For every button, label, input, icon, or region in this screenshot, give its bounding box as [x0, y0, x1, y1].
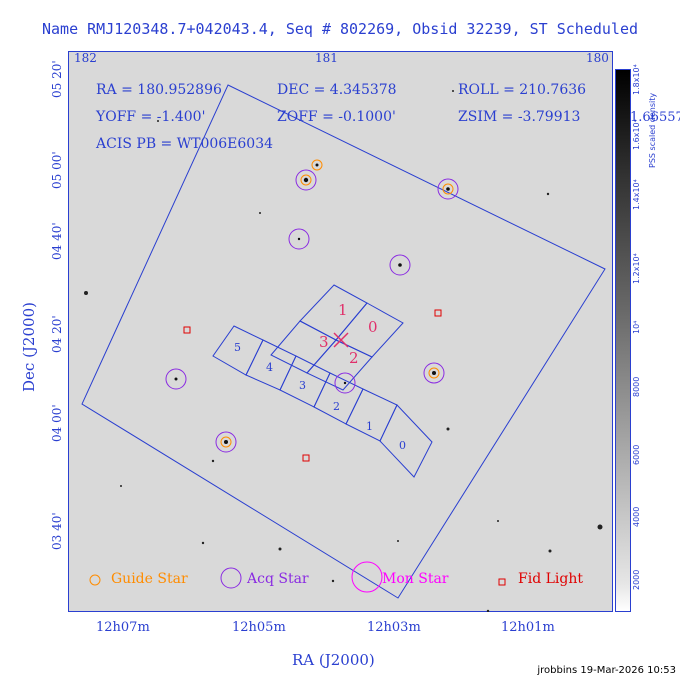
colorbar-label: PSS scaled density: [648, 92, 657, 168]
legend-mon-star: Mon Star: [382, 571, 449, 587]
colorbar-tick: 8000: [632, 376, 641, 397]
acq-star-legend-icon: [220, 567, 242, 589]
left-tick-label: 04 00': [50, 404, 64, 442]
colorbar-tick: 4000: [632, 506, 641, 527]
sky-field: 1 0 3 2 5 4 3 2 1 0: [81, 84, 606, 612]
x-axis-label: RA (J2000): [292, 651, 375, 669]
acq-stars: [165, 169, 459, 453]
top-tick-label: 180: [586, 51, 609, 65]
fid-lights: [183, 309, 442, 462]
info-ra: RA = 180.952896: [96, 82, 222, 98]
chip-label-i2: 2: [349, 349, 359, 367]
chip-label-i1: 1: [338, 301, 348, 319]
chip-label-s3: 3: [299, 379, 306, 392]
bottom-tick-label: 12h05m: [232, 620, 286, 635]
chip-label-s2: 2: [333, 400, 340, 413]
left-tick-label: 05 00': [50, 151, 64, 189]
y-axis-label: Dec (J2000): [20, 302, 38, 392]
chip-label-s0: 0: [399, 439, 406, 452]
colorbar-tick: 1.4x10⁴: [632, 179, 641, 210]
legend-acq-star: Acq Star: [247, 571, 309, 587]
info-dec: DEC = 4.345378: [277, 82, 397, 98]
bottom-tick-label: 12h01m: [501, 620, 555, 635]
info-roll: ROLL = 210.7636: [458, 82, 587, 98]
left-tick-label: 05 20': [50, 60, 64, 98]
top-tick-label: 182: [74, 51, 97, 65]
chip-label-s4: 4: [266, 361, 273, 374]
colorbar-top-value: 1.66557: [630, 110, 680, 125]
plot-title: Name RMJ120348.7+042043.4, Seq # 802269,…: [41, 20, 639, 38]
acis-i-chips: [270, 284, 404, 391]
mon-star-legend-icon: [351, 561, 383, 593]
chip-label-i3: 3: [319, 333, 329, 351]
info-acis: ACIS PB = WT006E6034: [96, 136, 274, 152]
bottom-tick-label: 12h07m: [96, 620, 150, 635]
field-of-view-outline: [81, 84, 606, 599]
guide-stars: [220, 159, 454, 448]
footer-credit: jrobbins 19-Mar-2026 10:53: [537, 665, 676, 676]
chip-label-s5: 5: [234, 341, 241, 354]
colorbar-tick: 6000: [632, 444, 641, 465]
acis-i-chip-labels: 1 0 3 2: [319, 301, 378, 367]
legend-guide-star: Guide Star: [111, 571, 188, 587]
chip-label-i0: 0: [368, 318, 378, 336]
left-tick-label: 03 40': [50, 512, 64, 550]
top-tick-label: 181: [315, 51, 338, 65]
bottom-tick-label: 12h03m: [367, 620, 421, 635]
fid-light-legend-icon: [498, 578, 506, 586]
left-tick-label: 04 40': [50, 222, 64, 260]
pointing-marker: [333, 332, 349, 348]
colorbar-tick: 2000: [632, 569, 641, 590]
legend-symbols: [89, 561, 383, 593]
acis-s-chip-labels: 5 4 3 2 1 0: [234, 341, 406, 452]
background-stars: [84, 90, 603, 612]
colorbar-tick: 1.8x10⁴: [632, 64, 641, 95]
info-zoff: ZOFF = -0.1000': [277, 109, 396, 125]
legend-fid-light: Fid Light: [518, 571, 583, 587]
chip-label-s1: 1: [366, 420, 373, 433]
left-tick-label: 04 20': [50, 315, 64, 353]
colorbar: [615, 69, 631, 612]
sky-image-frame: [68, 51, 613, 612]
info-yoff: YOFF = -1.400': [96, 109, 206, 125]
colorbar-tick: 1.2x10⁴: [632, 253, 641, 284]
info-zsim: ZSIM = -3.79913: [458, 109, 581, 125]
acis-s-chips: [212, 325, 433, 478]
guide-star-legend-icon: [89, 574, 101, 586]
catalog-stars: [174, 163, 450, 444]
colorbar-tick: 10⁴: [632, 320, 641, 334]
